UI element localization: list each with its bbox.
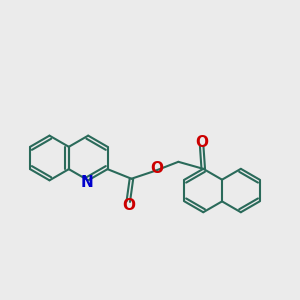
Text: O: O — [195, 134, 208, 149]
Text: N: N — [80, 176, 93, 190]
Text: O: O — [122, 198, 135, 213]
Text: O: O — [151, 161, 164, 176]
